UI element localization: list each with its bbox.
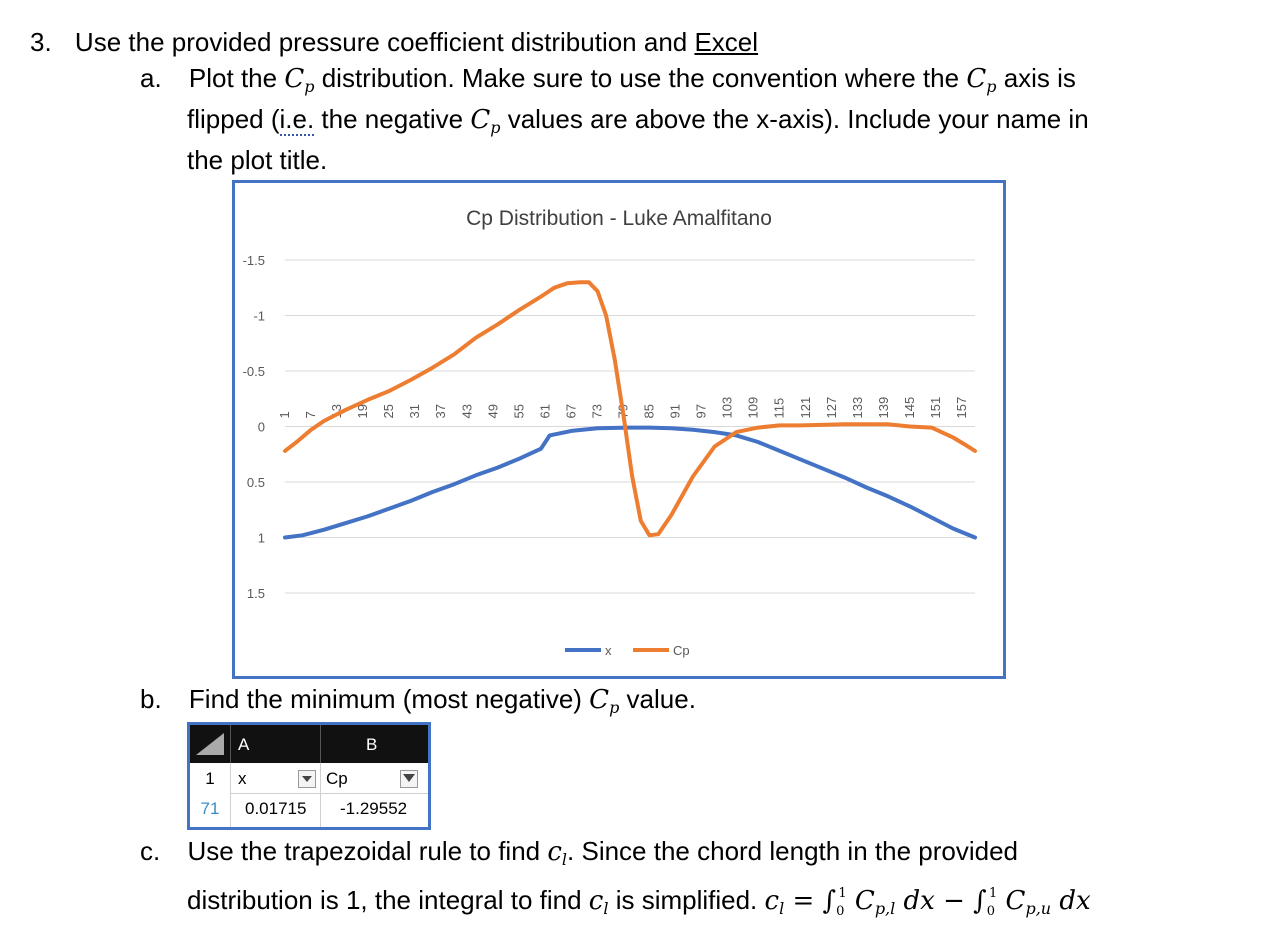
x-tick-label: 85 (642, 404, 657, 418)
column-a-header[interactable]: A (238, 735, 250, 754)
part-c-text: Use the trapezoidal rule to find (187, 836, 548, 866)
part-a-letter: a. (140, 63, 162, 93)
part-a-text: flipped ( (187, 104, 280, 134)
x-tick-label: 37 (433, 404, 448, 418)
x-tick-label: 97 (694, 404, 709, 418)
x-tick-label: 19 (355, 404, 370, 418)
x-tick-label: 139 (876, 397, 891, 419)
row-number[interactable]: 71 (200, 799, 220, 818)
x-tick-label: 127 (824, 397, 839, 419)
x-tick-label: 31 (407, 404, 422, 418)
cell-a1[interactable]: x (238, 769, 247, 788)
column-b-header[interactable]: B (366, 735, 378, 754)
part-a-line-3: the plot title. (187, 145, 328, 175)
select-all-corner[interactable] (196, 733, 224, 755)
chart-title: Cp Distribution - Luke Amalfitano (466, 207, 772, 230)
part-a-text: Plot the (188, 63, 285, 93)
row-number[interactable]: 1 (205, 769, 215, 788)
series-line-cp (283, 280, 977, 538)
legend-label-x: x (605, 643, 612, 658)
x-tick-label: 133 (850, 397, 865, 419)
question-number: 3. (30, 27, 52, 57)
integral-symbol: ∫ (973, 886, 987, 916)
part-c-letter: c. (140, 836, 161, 866)
x-tick-label: 61 (537, 404, 552, 418)
cp-chart-svg: Cp Distribution - Luke Amalfitano -1.5 -1 -… (243, 207, 977, 658)
cell-b71[interactable]: -1.29552 (340, 799, 408, 818)
part-a-text: values are above the x-axis). Include yo… (500, 104, 1089, 134)
excel-row-1: 1 x Cp (190, 765, 428, 793)
part-c-text: is simplified. (608, 885, 765, 915)
ie-abbrev: i.e. (279, 104, 315, 136)
x-tick-label: 73 (589, 404, 604, 418)
y-tick-label: 1 (258, 531, 265, 546)
x-tick-label: 109 (746, 397, 761, 419)
question-intro: Use the provided pressure coefficient di… (74, 27, 695, 57)
x-tick-label: 121 (798, 397, 813, 419)
cp-symbol: Cp (284, 64, 315, 96)
x-tick-label: 145 (902, 397, 917, 419)
filter-active-icon[interactable] (400, 770, 418, 788)
cp-chart: Cp Distribution - Luke Amalfitano -1.5 -1 -… (232, 180, 1006, 679)
y-tick-label: 0.5 (247, 475, 265, 490)
y-tick-label: 0 (258, 420, 265, 435)
part-b-line: b. Find the minimum (most negative) Cp v… (140, 683, 696, 724)
x-tick-label: 7 (303, 411, 318, 418)
x-tick-label: 25 (381, 404, 396, 418)
x-tick-label: 55 (511, 404, 526, 418)
x-tick-label: 91 (668, 404, 683, 418)
cl-formula: cl = ∫01 Cp,l dx − ∫01 Cp,u dx (764, 886, 1091, 919)
question-3-line: 3. Use the provided pressure coefficient… (30, 26, 758, 58)
series-line-x (283, 425, 977, 540)
x-tick-label: 67 (563, 404, 578, 418)
cell-b1[interactable]: Cp (326, 769, 348, 788)
part-a-line-1: a. Plot the Cp distribution. Make sure t… (140, 62, 1076, 103)
x-tick-label: 115 (772, 398, 787, 419)
y-tick-label: -1.5 (243, 253, 265, 268)
part-a-text: axis is (996, 63, 1076, 93)
part-b-text: Find the minimum (most negative) (188, 684, 590, 714)
part-c-text: distribution is 1, the integral to find (187, 885, 589, 915)
part-a-line-2: flipped (i.e. the negative Cp values are… (187, 103, 1089, 144)
x-tick-label: 151 (928, 397, 943, 419)
legend-label-cp: Cp (673, 643, 690, 658)
part-c-text: . Since the chord length in the provided (567, 836, 1018, 866)
y-tick-label: 1.5 (247, 586, 265, 601)
excel-snippet: A B 1 x Cp 71 0.01715 -1.29552 (187, 722, 431, 830)
cell-a71[interactable]: 0.01715 (245, 799, 307, 818)
x-tick-label: 157 (954, 397, 969, 419)
part-b-text: value. (619, 684, 696, 714)
x-tick-label: 1 (277, 411, 292, 418)
excel-column-header: A B (190, 725, 428, 763)
filter-dropdown-icon[interactable] (298, 770, 316, 788)
cp-symbol: Cp (470, 105, 501, 137)
part-a-text: the negative (314, 104, 471, 134)
part-c-line-1: c. Use the trapezoidal rule to find cl. … (140, 835, 1018, 876)
y-tick-label: -0.5 (243, 364, 265, 379)
part-a-text: distribution. Make sure to use the conve… (314, 63, 967, 93)
integral-symbol: ∫ (822, 886, 837, 916)
x-tick-label: 103 (720, 397, 735, 419)
y-tick-label: -1 (253, 309, 265, 324)
cl-symbol: cl (588, 886, 609, 918)
cl-symbol: cl (547, 837, 568, 869)
cp-symbol: Cp (966, 64, 997, 96)
excel-link[interactable]: Excel (694, 27, 759, 57)
x-tick-label: 49 (485, 404, 500, 418)
part-b-letter: b. (140, 684, 162, 714)
x-tick-label: 43 (459, 404, 474, 418)
excel-row-71: 71 0.01715 -1.29552 (190, 795, 428, 823)
part-c-line-2: distribution is 1, the integral to find … (187, 878, 1091, 928)
cp-symbol: Cp (589, 685, 620, 717)
